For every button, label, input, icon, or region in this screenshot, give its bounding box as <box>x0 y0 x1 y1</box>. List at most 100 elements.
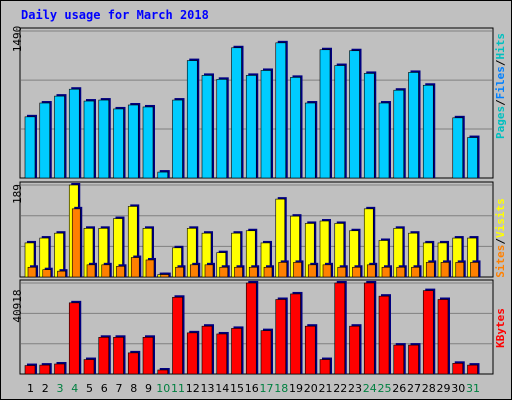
sites-bar-3 <box>57 270 66 278</box>
kbytes-bar-23 <box>349 325 360 375</box>
hits-bar-21 <box>319 49 331 179</box>
day-label-21: 21 <box>318 382 333 395</box>
sites-bar-25 <box>381 266 391 278</box>
hits-legend: Pages/Files/Hits <box>494 33 507 139</box>
kbytes-bar-5 <box>83 359 95 375</box>
sites-bar-30 <box>455 262 465 278</box>
kbytes-bar-19 <box>290 293 301 375</box>
hits-bar-7 <box>113 108 124 179</box>
sites-bar-12 <box>189 264 199 278</box>
day-label-30: 30 <box>451 382 466 395</box>
kbytes-bar-27 <box>408 344 419 375</box>
sites-bar-26 <box>396 266 406 278</box>
kbytes-bar-8 <box>127 352 139 375</box>
day-label-8: 8 <box>130 382 138 395</box>
sites-bar-9 <box>145 259 155 278</box>
hits-bar-3 <box>54 95 65 179</box>
day-label-28: 28 <box>421 382 436 395</box>
day-label-3: 3 <box>56 382 64 395</box>
kbytes-bar-21 <box>319 359 331 375</box>
sites-bar-16 <box>248 266 258 278</box>
hits-bar-13 <box>201 75 213 179</box>
day-label-18: 18 <box>274 382 289 395</box>
day-label-25: 25 <box>377 382 392 395</box>
day-label-9: 9 <box>145 382 152 395</box>
kbytes-bar-9 <box>142 337 154 375</box>
day-label-15: 15 <box>230 382 244 395</box>
hits-bar-1 <box>24 116 36 179</box>
sites-bar-19 <box>293 262 302 278</box>
kbytes-bar-18 <box>275 299 287 375</box>
hits-bar-12 <box>186 60 198 179</box>
kbytes-bar-15 <box>231 328 242 375</box>
kbytes-bar-1 <box>24 365 36 375</box>
hits-bar-26 <box>393 89 405 179</box>
kbytes-bar-11 <box>172 296 183 375</box>
hits-bar-9 <box>142 106 154 179</box>
sites-bar-14 <box>219 266 229 278</box>
sites-bar-21 <box>322 264 332 278</box>
hits-bar-25 <box>378 102 390 179</box>
hits-bar-19 <box>290 77 301 179</box>
kbytes-bar-28 <box>422 290 434 375</box>
hits-bar-14 <box>216 79 228 179</box>
hits-bar-17 <box>260 70 272 179</box>
day-label-16: 16 <box>244 382 259 395</box>
kbytes-bar-13 <box>201 325 213 375</box>
hits-bar-11 <box>172 99 183 179</box>
day-label-17: 17 <box>259 382 274 395</box>
sites-bar-18 <box>278 262 288 278</box>
kbytes-bar-30 <box>452 363 464 375</box>
day-label-11: 11 <box>171 382 185 395</box>
day-label-7: 7 <box>115 382 123 395</box>
sites-bar-5 <box>86 264 96 278</box>
legend-hits: Hits <box>494 33 507 60</box>
sites-bar-17 <box>263 266 273 278</box>
sites-bar-27 <box>411 266 420 278</box>
kbytes-bar-14 <box>216 333 228 375</box>
kbytes-bar-29 <box>437 299 449 375</box>
hits-bar-2 <box>39 102 51 179</box>
legend-kbytes: KBytes <box>494 308 507 348</box>
day-label-20: 20 <box>303 382 318 395</box>
sites-bar-4 <box>71 208 81 278</box>
sites-bar-11 <box>175 266 184 278</box>
sites-bar-31 <box>470 262 479 278</box>
sites-bar-15 <box>234 266 243 278</box>
day-label-27: 27 <box>407 382 421 395</box>
day-label-2: 2 <box>41 382 49 395</box>
hits-bar-4 <box>68 88 80 179</box>
sites-bar-28 <box>425 262 435 278</box>
hits-bar-23 <box>349 50 360 179</box>
hits-bar-16 <box>245 75 257 179</box>
hits-bar-15 <box>231 47 242 179</box>
kbytes-bar-2 <box>39 364 51 375</box>
kbytes-bar-16 <box>245 282 257 375</box>
kbytes-bar-24 <box>363 282 375 375</box>
files-bar-28 <box>422 84 434 179</box>
kbytes-bar-12 <box>186 332 198 375</box>
day-label-24: 24 <box>362 382 377 395</box>
kbytes-max-label: 40918 <box>11 289 24 323</box>
sites-bar-7 <box>116 265 125 278</box>
sites-bar-20 <box>307 264 317 278</box>
day-label-13: 13 <box>200 382 215 395</box>
sites-bar-8 <box>130 257 140 278</box>
sites-bar-22 <box>337 266 347 278</box>
sites-bar-23 <box>352 266 361 278</box>
kbytes-bar-3 <box>54 363 65 375</box>
day-label-10: 10 <box>156 382 171 395</box>
kbytes-bar-20 <box>304 325 316 375</box>
day-label-19: 19 <box>289 382 303 395</box>
day-label-4: 4 <box>71 382 79 395</box>
hits-bar-22 <box>334 65 346 179</box>
sites-bar-24 <box>366 264 376 278</box>
legend-pages: Pages <box>494 105 507 139</box>
day-label-26: 26 <box>392 382 407 395</box>
hits-bar-27 <box>408 72 419 179</box>
visits-max-label: 189 <box>11 184 24 204</box>
hits-bar-20 <box>304 102 316 179</box>
sites-bar-10 <box>160 274 170 278</box>
